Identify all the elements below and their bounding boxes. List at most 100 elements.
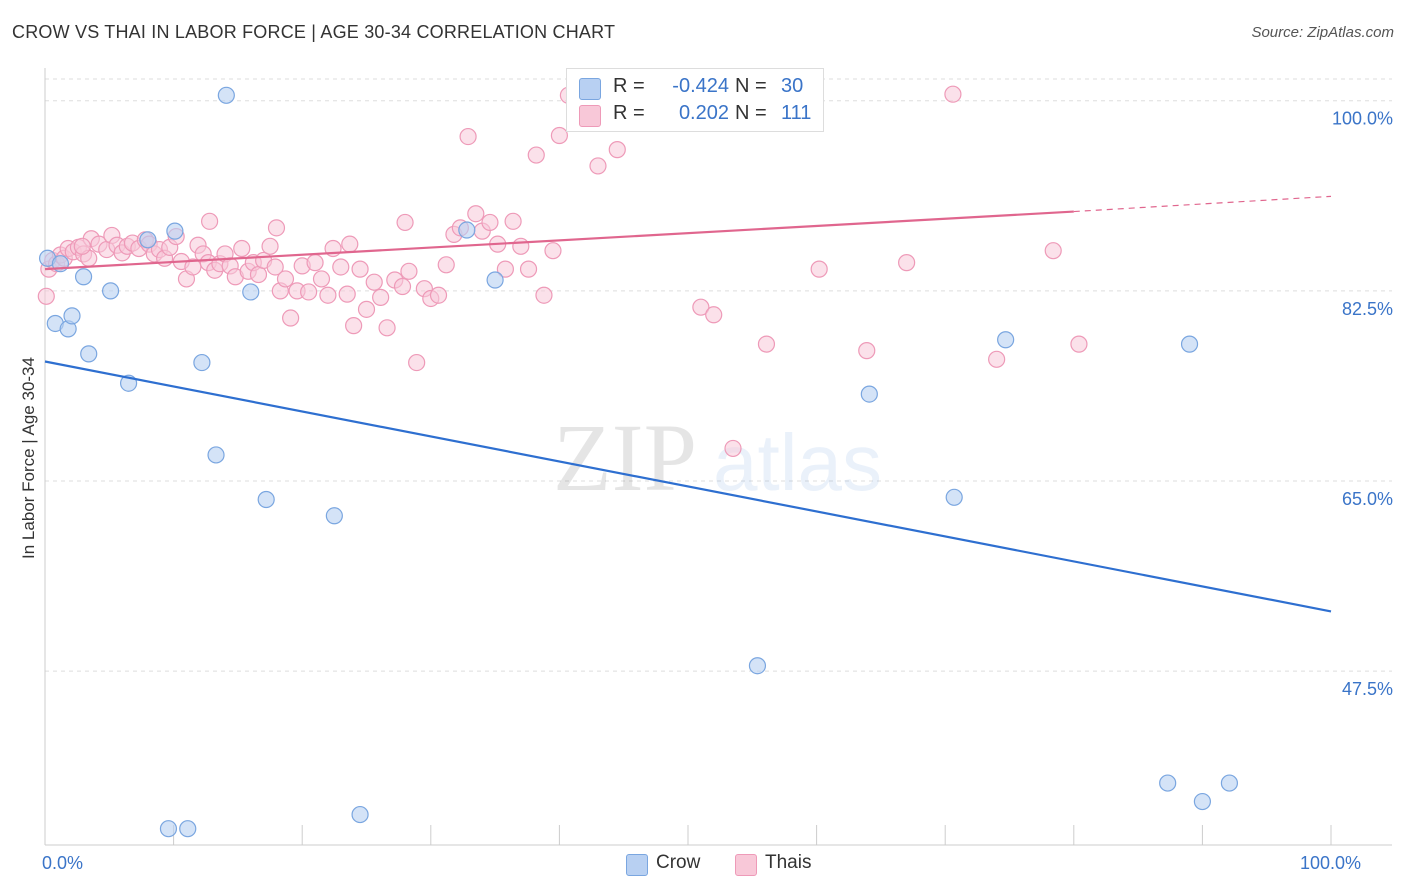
y-tick-label: 82.5% [1342,299,1393,319]
crow-point [101,282,120,300]
crow-point [325,507,343,525]
crow-point [458,221,476,239]
y-tick-label: 100.0% [1332,109,1393,129]
crow-point [193,353,211,372]
crow-point [217,86,235,104]
thais-point [37,287,55,305]
x-tick-label: 0.0% [42,853,83,873]
thais-point [988,350,1006,368]
thais-point [724,439,742,458]
thais-point [504,212,522,230]
thais-point [898,254,916,272]
crow-point [1193,792,1212,811]
thais-trend-extension [1073,195,1332,213]
thais-point [372,288,390,306]
crow-trend-line [44,360,1332,613]
thais-point [467,205,485,223]
thais-point [345,317,363,335]
thais-point [437,256,455,274]
crow-point [945,488,963,506]
bottom-thais-label: Thais [765,852,812,873]
bottom-thais-swatch [735,854,757,876]
crow-n-value: 30 [781,75,804,97]
thais-point [705,306,723,324]
crow-points [38,86,1239,838]
crow-point [242,283,260,301]
thais-point [312,270,331,288]
crow-r-label: R = [613,75,645,97]
thais-point [512,237,530,255]
thais-point [73,237,91,255]
source-label: Source: ZipAtlas.com [1251,24,1394,41]
crow-point [860,385,878,403]
thais-trend-line [44,210,1074,271]
thais-point [400,262,418,280]
thais-point [944,85,962,103]
thais-point [429,286,448,304]
thais-point [810,260,828,278]
thais-r-value: 0.202 [678,102,729,124]
thais-point [608,141,626,159]
thais-point [276,270,295,288]
thais-point [535,286,553,304]
thais-point [306,254,324,272]
thais-point [1044,242,1062,260]
trend-lines [44,195,1332,613]
thais-point [692,298,710,316]
thais-point [459,127,477,146]
crow-point [207,446,225,464]
thais-point [357,300,376,318]
crow-point [1180,335,1199,353]
thais-point [266,258,284,276]
thais-swatch [579,105,601,127]
crow-point [748,657,767,675]
thais-point [527,146,545,164]
crow-point [166,222,184,240]
thais-point [282,309,300,327]
thais-point [332,258,350,276]
thais-point [589,157,607,175]
chart-title: CROW VS THAI IN LABOR FORCE | AGE 30-34 … [12,22,616,42]
grid-lines [45,78,1392,672]
thais-point [396,213,414,232]
stats-legend: R = -0.424 N = 30 R = 0.202 N = 111 [566,68,824,132]
thais-point [757,335,776,353]
thais-point [378,319,396,337]
crow-point [63,307,81,325]
crow-point [179,820,197,838]
crow-point [80,345,98,363]
thais-point [408,353,426,372]
crow-point [1159,774,1177,792]
thais-point [184,258,202,276]
crow-n-label: N = [735,75,767,97]
thais-points [37,85,1088,458]
thais-point [393,277,412,296]
crow-point [997,331,1015,349]
thais-point [858,342,876,360]
thais-r-label: R = [613,102,645,124]
bottom-crow-swatch [626,854,648,876]
thais-point [544,242,562,260]
thais-point [365,273,383,291]
y-axis-label: In Labor Force | Age 30-34 [19,357,38,559]
crow-point [1220,774,1239,792]
thais-n-value: 111 [781,102,812,124]
thais-point [351,260,369,278]
crow-point [486,271,504,289]
x-tick-label: 100.0% [1300,853,1361,873]
y-tick-label: 47.5% [1342,679,1393,699]
crow-point [351,805,369,824]
tick-labels: 47.5% 65.0% 82.5% 100.0% 0.0% 100.0% [42,109,1393,873]
thais-point [338,285,356,303]
thais-point [519,260,538,278]
crow-point [139,231,157,249]
crow-point [257,490,275,509]
y-tick-label: 65.0% [1342,489,1393,509]
thais-point [261,237,279,255]
watermark-atlas: atlas [713,418,882,507]
thais-point [1070,335,1088,353]
crow-swatch [579,78,601,100]
crow-r-value: -0.424 [672,75,729,97]
thais-point [267,219,286,237]
